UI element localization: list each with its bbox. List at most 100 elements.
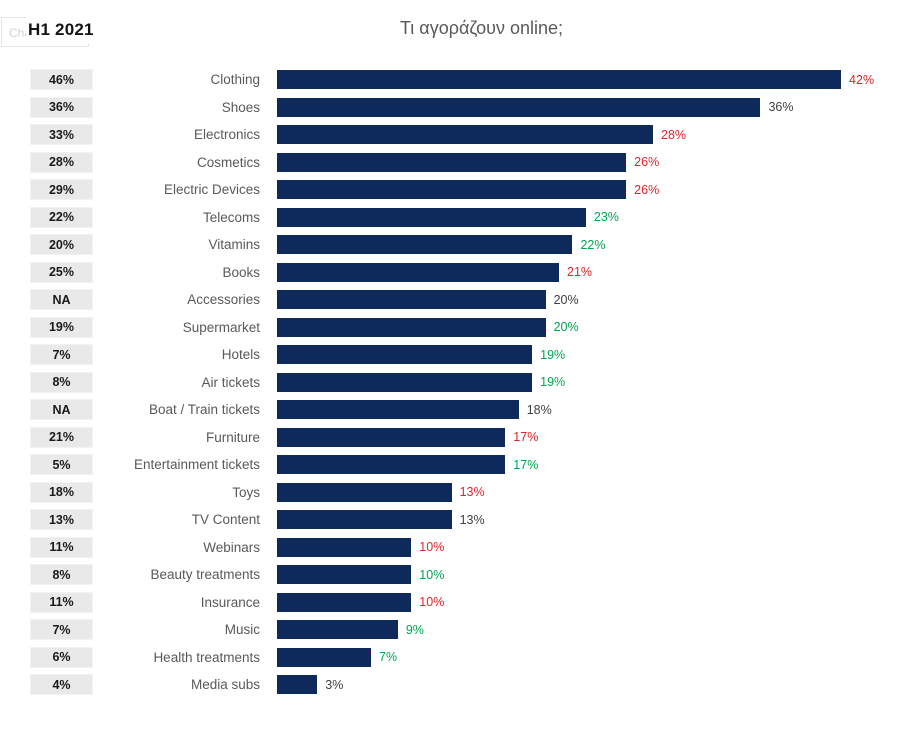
previous-value-badge: 46% xyxy=(30,69,93,91)
category-label: Media subs xyxy=(190,677,260,693)
bar xyxy=(277,675,318,695)
previous-value-badge: 8% xyxy=(30,564,93,586)
category-label: Webinars xyxy=(203,539,260,555)
bar-value-label: 18% xyxy=(526,402,552,417)
previous-value-badge: 29% xyxy=(30,179,93,201)
chart-row: 28% Cosmetics 26% xyxy=(0,149,901,177)
chart-row: 6% Health treatments 7% xyxy=(0,644,901,672)
chart-row: 22% Telecoms 23% xyxy=(0,204,901,232)
bar-value-label: 20% xyxy=(553,292,579,307)
previous-value-badge: 25% xyxy=(30,261,93,283)
bar-area: 42% xyxy=(277,70,875,90)
bar-value-label: 26% xyxy=(634,155,660,170)
bar-area: 7% xyxy=(277,647,398,667)
bar xyxy=(277,235,573,255)
bar xyxy=(277,345,533,365)
previous-value-badge: 6% xyxy=(30,646,93,668)
bar xyxy=(277,372,533,392)
bar xyxy=(277,152,627,172)
bar-value-label: 10% xyxy=(419,567,445,582)
bar-value-label: 42% xyxy=(849,72,875,87)
category-label: Entertainment tickets xyxy=(133,457,260,473)
previous-value-badge: 20% xyxy=(30,234,93,256)
category-label: Furniture xyxy=(205,429,260,445)
bar-value-label: 28% xyxy=(661,127,687,142)
chart-row: 33% Electronics 28% xyxy=(0,121,901,149)
bar-value-label: 17% xyxy=(513,430,539,445)
chart-row: 20% Vitamins 22% xyxy=(0,231,901,259)
chart-row: NA Boat / Train tickets 18% xyxy=(0,396,901,424)
bar-area: 23% xyxy=(277,207,619,227)
chart-row: 11% Insurance 10% xyxy=(0,589,901,617)
bar-area: 13% xyxy=(277,510,485,530)
bar xyxy=(277,262,560,282)
previous-value-badge: 22% xyxy=(30,206,93,228)
bar xyxy=(277,620,398,640)
category-label: Accessories xyxy=(187,292,260,308)
bar xyxy=(277,537,412,557)
bar-area: 19% xyxy=(277,372,566,392)
previous-value-badge: 8% xyxy=(30,371,93,393)
bar xyxy=(277,207,586,227)
bar-value-label: 10% xyxy=(419,595,445,610)
category-label: TV Content xyxy=(191,512,260,528)
previous-value-badge: NA xyxy=(30,399,93,421)
chart-row: 46% Clothing 42% xyxy=(0,66,901,94)
bar-value-label: 17% xyxy=(513,457,539,472)
chart-row: 18% Toys 13% xyxy=(0,479,901,507)
bar-area: 28% xyxy=(277,125,687,145)
bar-area: 3% xyxy=(277,675,343,695)
category-label: Hotels xyxy=(221,347,260,363)
previous-value-badge: 11% xyxy=(30,591,93,613)
previous-value-badge: 4% xyxy=(30,674,93,696)
previous-value-badge: 5% xyxy=(30,454,93,476)
category-label: Beauty treatments xyxy=(150,567,260,583)
category-label: Shoes xyxy=(221,99,260,115)
previous-value-badge: NA xyxy=(30,289,93,311)
category-label: Music xyxy=(224,622,260,638)
previous-value-badge: 19% xyxy=(30,316,93,338)
chart-row: 11% Webinars 10% xyxy=(0,534,901,562)
bar-area: 22% xyxy=(277,235,606,255)
bar-value-label: 7% xyxy=(379,650,398,665)
bar xyxy=(277,427,506,447)
chart-row: 4% Media subs 3% xyxy=(0,671,901,699)
bar-value-label: 13% xyxy=(459,512,485,527)
bar-value-label: 20% xyxy=(553,320,579,335)
chart-row: 5% Entertainment tickets 17% xyxy=(0,451,901,479)
chart-row: 19% Supermarket 20% xyxy=(0,314,901,342)
bar-area: 20% xyxy=(277,290,579,310)
bar-area: 17% xyxy=(277,455,539,475)
chart-title: Τι αγοράζουν online; xyxy=(399,18,564,38)
bar xyxy=(277,482,452,502)
bar-value-label: 22% xyxy=(580,237,606,252)
category-label: Insurance xyxy=(200,594,260,610)
bar-value-label: 23% xyxy=(593,210,619,225)
bar-area: 20% xyxy=(277,317,579,337)
previous-value-badge: 7% xyxy=(30,344,93,366)
bar xyxy=(277,455,506,475)
bar xyxy=(277,70,842,90)
category-label: Electric Devices xyxy=(163,182,260,198)
bar-area: 13% xyxy=(277,482,485,502)
chart-row: 8% Air tickets 19% xyxy=(0,369,901,397)
chart-row: 7% Hotels 19% xyxy=(0,341,901,369)
chart-row: 36% Shoes 36% xyxy=(0,94,901,122)
bar xyxy=(277,125,654,145)
bar xyxy=(277,290,546,310)
bar-area: 19% xyxy=(277,345,566,365)
bar-value-label: 19% xyxy=(540,347,566,362)
bar-area: 18% xyxy=(277,400,552,420)
bar xyxy=(277,565,412,585)
category-label: Telecoms xyxy=(202,209,260,225)
bar xyxy=(277,400,519,420)
bar-area: 10% xyxy=(277,537,444,557)
bar-area: 10% xyxy=(277,565,445,585)
category-label: Boat / Train tickets xyxy=(148,402,260,418)
previous-value-badge: 33% xyxy=(30,124,93,146)
category-label: Cosmetics xyxy=(196,154,260,170)
chart-row: 13% TV Content 13% xyxy=(0,506,901,534)
category-label: Health treatments xyxy=(153,649,260,665)
bar-value-label: 19% xyxy=(540,375,566,390)
